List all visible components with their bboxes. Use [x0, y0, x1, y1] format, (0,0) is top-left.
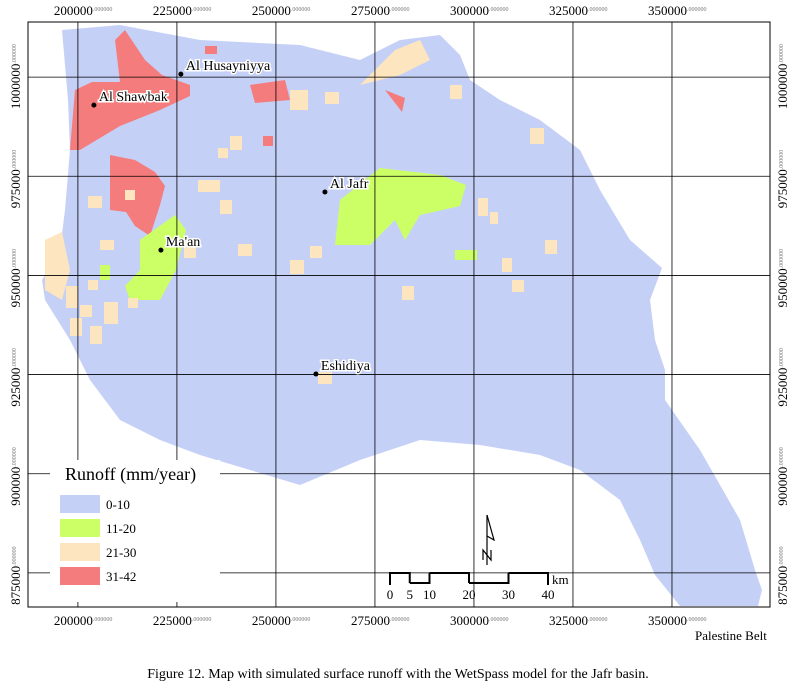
runoff-patch — [385, 90, 405, 112]
legend-swatch — [60, 519, 100, 537]
tick-label: 900000.000000 — [775, 447, 790, 506]
tick-label: 325000.000000 — [549, 3, 608, 18]
tick-label: 950000.000000 — [8, 249, 23, 308]
place-label: Eshidiya — [321, 359, 371, 374]
place-marker — [158, 247, 164, 253]
legend-title: Runoff (mm/year) — [65, 464, 196, 485]
region-label: Palestine Belt — [695, 628, 767, 643]
grid: 200000.000000 200000.000000 225000.000000 2… — [8, 3, 790, 628]
tick-label: 275000.000000 — [351, 613, 410, 628]
basin-area — [42, 25, 762, 606]
place-label: Al Husayniyya — [186, 59, 271, 74]
scale-label: 40 — [542, 587, 555, 602]
tick-label: 975000.000000 — [775, 150, 790, 209]
north-arrow — [482, 514, 495, 565]
runoff-patch — [100, 265, 110, 280]
scale-label: 30 — [502, 587, 515, 602]
legend-label: 21-30 — [106, 545, 136, 560]
legend-label: 0-10 — [106, 497, 130, 512]
runoff-patch — [335, 168, 466, 245]
scale-label: 0 — [387, 587, 394, 602]
scale-bar-line — [389, 572, 549, 585]
runoff-layers — [42, 25, 762, 606]
runoff-patch — [263, 136, 273, 146]
legend-label: 31-42 — [106, 569, 136, 584]
tick-label: 950000.000000 — [775, 249, 790, 308]
tick-label: 225000.000000 — [153, 3, 212, 18]
tick-label: 250000.000000 — [252, 613, 311, 628]
tick-label: 275000.000000 — [351, 3, 410, 18]
tick-label: 1000000.000000 — [775, 44, 790, 109]
runoff-patch — [205, 46, 217, 54]
scale-unit: km — [552, 572, 569, 587]
place-marker — [313, 371, 319, 377]
tick-label: 925000.000000 — [775, 348, 790, 407]
place-label: Ma'an — [166, 235, 200, 250]
tick-label: 350000.000000 — [648, 3, 707, 18]
caption: Figure 12. Map with simulated surface ru… — [147, 667, 648, 682]
tick-label: 925000.000000 — [8, 348, 23, 407]
legend-swatch — [60, 495, 100, 513]
scale-label: 20 — [463, 587, 476, 602]
runoff-patch — [455, 250, 477, 260]
runoff-patch — [70, 30, 190, 150]
runoff-patch — [250, 80, 290, 103]
runoff-patch — [125, 215, 186, 300]
runoff-patch — [110, 155, 165, 236]
place-marker — [91, 102, 97, 108]
legend-swatch — [60, 567, 100, 585]
scale-label: 5 — [407, 587, 414, 602]
tick-label: 875000.000000 — [775, 546, 790, 605]
legend: 0-10 11-20 21-30 31-42 — [60, 495, 136, 585]
tick-label: 200000.000000 — [54, 613, 113, 628]
tick-label: 225000.000000 — [153, 613, 212, 628]
tick-label: 300000.000000 — [450, 3, 509, 18]
legend-label: 11-20 — [106, 521, 136, 536]
place-marker — [178, 71, 184, 77]
scale-label: 10 — [423, 587, 436, 602]
tick-label: 350000.000000 — [648, 613, 707, 628]
tick-label: 325000.000000 — [549, 613, 608, 628]
tick-label: 1000000.000000 — [8, 44, 23, 109]
place-label: Al Jafr — [330, 177, 369, 192]
tick-label: 875000.000000 — [8, 546, 23, 605]
legend-swatch — [60, 543, 100, 561]
runoff-patches — [45, 40, 557, 384]
map-frame — [27, 21, 771, 608]
tick-label: 300000.000000 — [450, 613, 509, 628]
tick-label: 975000.000000 — [8, 150, 23, 209]
place-marker — [322, 189, 328, 195]
places: Al Husayniyya Al Shawbak Al Jafr Ma'an Eshid… — [91, 58, 372, 377]
tick-label: 900000.000000 — [8, 447, 23, 506]
tick-label: 250000.000000 — [252, 3, 311, 18]
tick-label: 200000.000000 — [54, 3, 113, 18]
place-label: Al Shawbak — [99, 90, 168, 105]
